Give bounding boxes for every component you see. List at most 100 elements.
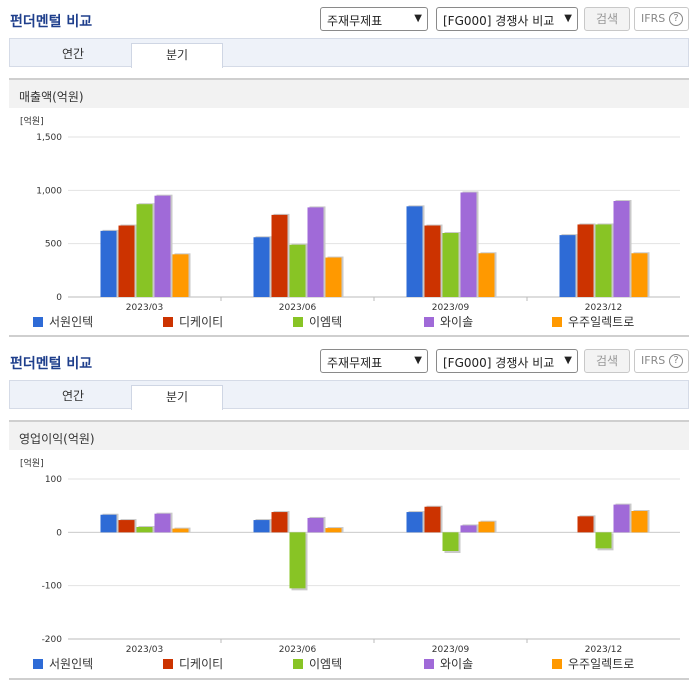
legend-item[interactable]: 디케이티 bbox=[163, 655, 223, 672]
bar[interactable] bbox=[577, 516, 594, 533]
panel-title: 펀더멘털 비교 bbox=[10, 356, 93, 372]
help-icon[interactable]: ? bbox=[669, 12, 683, 26]
bar[interactable] bbox=[613, 201, 630, 297]
bar[interactable] bbox=[100, 514, 117, 533]
peer-select-value: [FG000] 경쟁사 비교 bbox=[443, 356, 555, 370]
bar[interactable] bbox=[631, 511, 648, 533]
bar[interactable] bbox=[118, 225, 135, 297]
statement-select-value: 주재무제표 bbox=[327, 356, 383, 370]
y-tick-label: 100 bbox=[45, 475, 62, 485]
chart-subtitle: 영업이익(억원) bbox=[19, 432, 95, 446]
legend-label: 디케이티 bbox=[179, 657, 224, 671]
x-tick-label: 2023/12 bbox=[585, 303, 622, 310]
peer-select[interactable]: [FG000] 경쟁사 비교 ▼ bbox=[436, 349, 578, 373]
search-button[interactable]: 검색 bbox=[584, 7, 630, 31]
x-tick-label: 2023/09 bbox=[432, 303, 470, 310]
bar[interactable] bbox=[406, 206, 423, 297]
statement-select[interactable]: 주재무제표 ▼ bbox=[320, 349, 428, 373]
x-tick-label: 2023/03 bbox=[126, 303, 163, 310]
bar[interactable] bbox=[325, 257, 342, 297]
bar[interactable] bbox=[172, 528, 189, 533]
ifrs-button[interactable]: IFRS ? bbox=[634, 7, 689, 31]
chevron-down-icon: ▼ bbox=[414, 13, 422, 24]
peer-select[interactable]: [FG000] 경쟁사 비교 ▼ bbox=[436, 7, 578, 31]
panel-header: 펀더멘털 비교 주재무제표 ▼ [FG000] 경쟁사 비교 ▼ 검색 IFRS… bbox=[0, 342, 696, 378]
statement-select[interactable]: 주재무제표 ▼ bbox=[320, 7, 428, 31]
chevron-down-icon: ▼ bbox=[414, 355, 422, 366]
x-tick-label: 2023/06 bbox=[279, 645, 317, 655]
bar[interactable] bbox=[577, 224, 594, 297]
bar[interactable] bbox=[595, 532, 612, 549]
bar[interactable] bbox=[253, 520, 270, 533]
bar[interactable] bbox=[307, 207, 324, 297]
legend-item[interactable]: 서원인텍 bbox=[33, 655, 93, 672]
bar[interactable] bbox=[460, 192, 477, 297]
x-tick-label: 2023/12 bbox=[585, 645, 622, 655]
period-tabs: 연간 분기 bbox=[9, 38, 689, 68]
chart-subtitle: 매출액(억원) bbox=[19, 90, 84, 104]
legend-swatch bbox=[293, 659, 303, 669]
legend-label: 와이솔 bbox=[440, 657, 474, 671]
legend-item[interactable]: 와이솔 bbox=[424, 313, 473, 330]
legend-swatch bbox=[424, 317, 434, 327]
y-tick-label: 1,000 bbox=[36, 186, 62, 196]
panel-divider bbox=[9, 678, 689, 680]
chart-subtitle-bar: 매출액(억원) bbox=[9, 78, 689, 108]
bar[interactable] bbox=[424, 225, 441, 297]
bar[interactable] bbox=[289, 244, 306, 297]
legend-item[interactable]: 우주일렉트로 bbox=[552, 655, 634, 672]
tab-annual[interactable]: 연간 bbox=[61, 47, 85, 61]
ifrs-button[interactable]: IFRS ? bbox=[634, 349, 689, 373]
bar[interactable] bbox=[154, 195, 171, 297]
legend-item[interactable]: 서원인텍 bbox=[33, 313, 93, 330]
tab-annual[interactable]: 연간 bbox=[61, 389, 85, 403]
bar[interactable] bbox=[424, 506, 441, 533]
legend-item[interactable]: 이엠텍 bbox=[293, 655, 342, 672]
legend-label: 디케이티 bbox=[179, 315, 224, 329]
search-button[interactable]: 검색 bbox=[584, 349, 630, 373]
bar[interactable] bbox=[442, 233, 459, 297]
legend-swatch bbox=[163, 317, 173, 327]
bar[interactable] bbox=[307, 517, 324, 533]
ifrs-label: IFRS bbox=[641, 12, 666, 25]
legend-label: 우주일렉트로 bbox=[568, 657, 635, 671]
bar[interactable] bbox=[613, 504, 630, 533]
bar[interactable] bbox=[136, 527, 153, 533]
bar[interactable] bbox=[118, 520, 135, 533]
help-icon[interactable]: ? bbox=[669, 354, 683, 368]
bar[interactable] bbox=[460, 525, 477, 533]
bar[interactable] bbox=[478, 253, 495, 297]
revenue-bar-chart: [억원] 0 500 1,000 1,500 2023/03 2023/06 2023/09 2… bbox=[20, 115, 680, 310]
legend-swatch bbox=[163, 659, 173, 669]
statement-select-value: 주재무제표 bbox=[327, 14, 383, 28]
bar[interactable] bbox=[325, 528, 342, 533]
bar[interactable] bbox=[172, 254, 189, 297]
bar[interactable] bbox=[271, 214, 288, 297]
bar[interactable] bbox=[631, 253, 648, 297]
bar[interactable] bbox=[271, 512, 288, 533]
y-unit-label: [억원] bbox=[20, 457, 44, 469]
legend-item[interactable]: 와이솔 bbox=[424, 655, 473, 672]
legend-item[interactable]: 이엠텍 bbox=[293, 313, 342, 330]
bar[interactable] bbox=[559, 235, 576, 297]
legend-item[interactable]: 우주일렉트로 bbox=[552, 313, 634, 330]
bar[interactable] bbox=[442, 532, 459, 551]
tab-quarterly[interactable]: 분기 bbox=[131, 43, 223, 68]
bar[interactable] bbox=[595, 224, 612, 297]
legend-swatch bbox=[33, 317, 43, 327]
bar[interactable] bbox=[406, 512, 423, 533]
operating-profit-bar-chart: [억원] -200 -100 0 100 2023/03 2023/06 2023/09 202… bbox=[20, 457, 680, 655]
bar[interactable] bbox=[136, 204, 153, 297]
bar[interactable] bbox=[478, 521, 495, 533]
bar[interactable] bbox=[100, 230, 117, 297]
tab-quarterly[interactable]: 분기 bbox=[131, 385, 223, 410]
bar[interactable] bbox=[289, 532, 306, 589]
x-tick-label: 2023/09 bbox=[432, 645, 470, 655]
legend-item[interactable]: 디케이티 bbox=[163, 313, 223, 330]
bar[interactable] bbox=[253, 237, 270, 297]
operating-profit-panel: 펀더멘털 비교 주재무제표 ▼ [FG000] 경쟁사 비교 ▼ 검색 IFRS… bbox=[0, 342, 696, 684]
legend-swatch bbox=[293, 317, 303, 327]
bar[interactable] bbox=[154, 513, 171, 533]
legend-label: 서원인텍 bbox=[49, 657, 94, 671]
legend-label: 와이솔 bbox=[440, 315, 474, 329]
